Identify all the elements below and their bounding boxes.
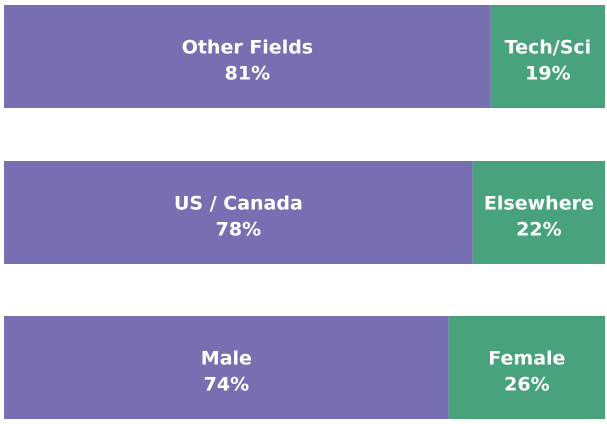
segment-label: Male (201, 348, 252, 370)
segment-value-label: 26% (504, 374, 549, 396)
segment-label: Female (488, 348, 565, 370)
segment-value-label: 74% (204, 374, 249, 396)
segment-label: US / Canada (174, 193, 303, 215)
bar-3: Male 74% Female 26% (4, 316, 605, 419)
bar-segment (4, 161, 473, 264)
segment-label: Tech/Sci (505, 37, 592, 59)
bar-segment (490, 5, 605, 108)
segment-label: Other Fields (182, 37, 313, 59)
segment-value-label: 19% (525, 63, 570, 85)
bar-segment (448, 316, 605, 419)
bar-segment (4, 5, 491, 108)
bar-2: US / Canada 78% Elsewhere 22% (4, 161, 605, 264)
bar-segment (4, 316, 449, 419)
segment-label: Elsewhere (484, 193, 594, 215)
segment-value-label: 78% (216, 219, 261, 241)
bar-segment (472, 161, 605, 264)
segment-value-label: 22% (516, 219, 561, 241)
bar-1: Other Fields 81% Tech/Sci 19% (4, 5, 605, 108)
segment-value-label: 81% (225, 63, 270, 85)
